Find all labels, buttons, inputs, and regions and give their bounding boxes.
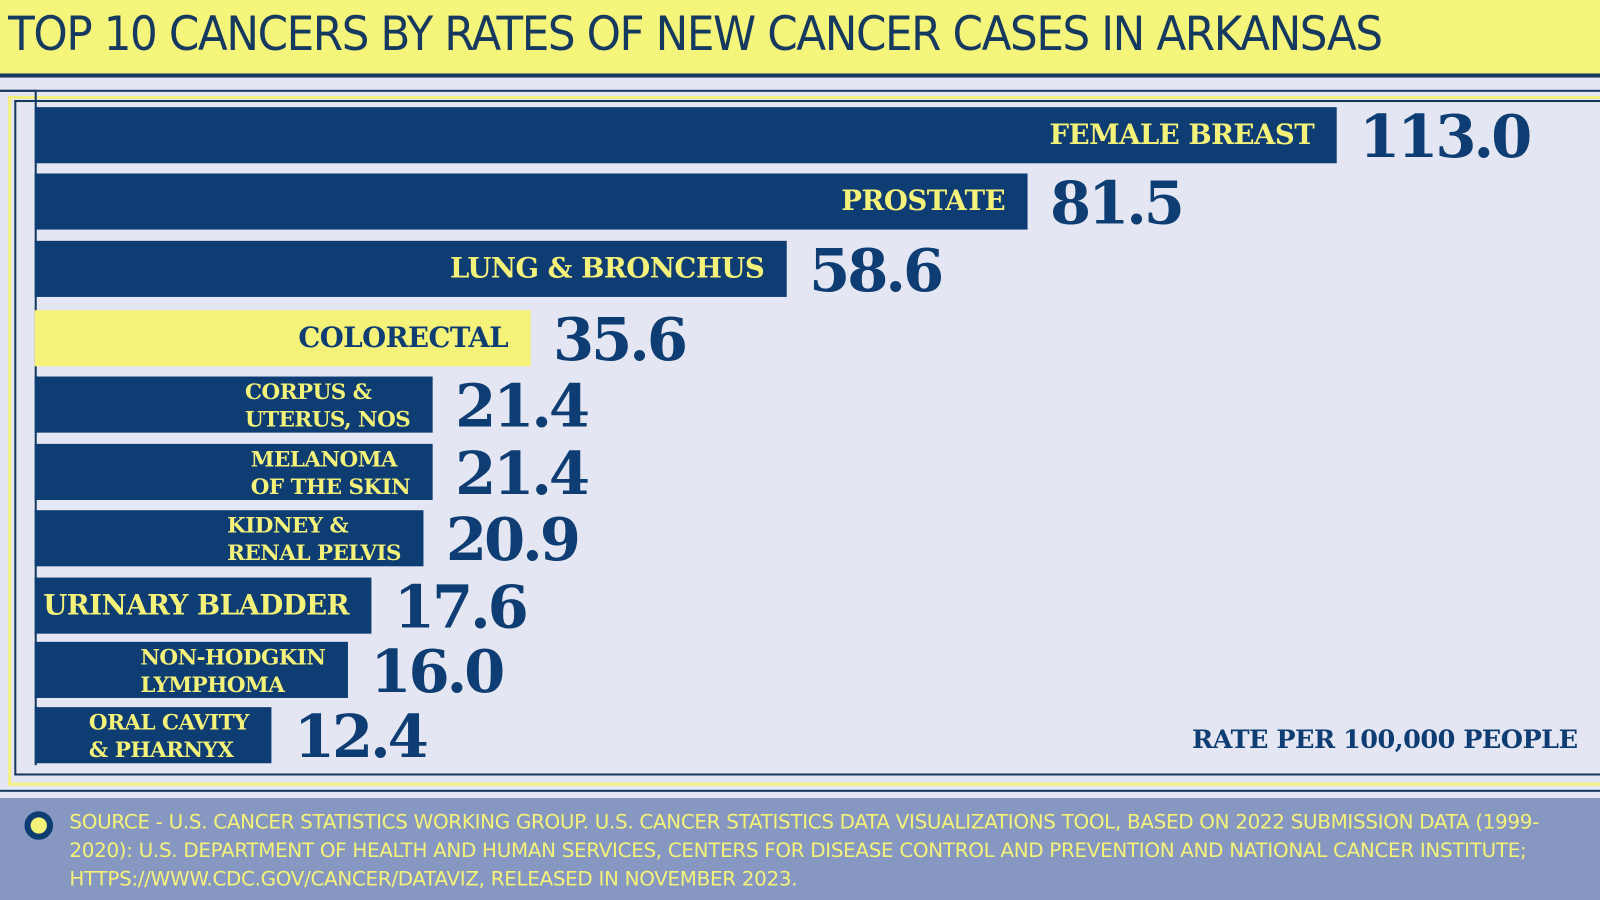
bar-label: NON-HODGKIN LYMPHOMA (140, 643, 326, 697)
chart-title: TOP 10 CANCERS BY RATES OF NEW CANCER CA… (8, 6, 1383, 62)
source-text: SOURCE - U.S. CANCER STATISTICS WORKING … (69, 810, 1539, 891)
value-label: 17.6 (393, 572, 529, 642)
value-label: 20.9 (445, 505, 581, 575)
source-footer: SOURCE - U.S. CANCER STATISTICS WORKING … (0, 797, 1600, 900)
title-band: TOP 10 CANCERS BY RATES OF NEW CANCER CA… (0, 0, 1600, 78)
value-label: 113.0 (1359, 102, 1532, 172)
bar-label: KIDNEY & RENAL PELVIS (227, 511, 402, 565)
value-label: 81.5 (1049, 168, 1185, 238)
value-label: 35.6 (553, 305, 688, 375)
frame-inner (14, 99, 1600, 776)
bar-label: MELANOMA OF THE SKIN (250, 445, 411, 499)
bar: COLORECTAL (34, 310, 531, 367)
frame-outer (0, 89, 1600, 792)
bar: LUNG & BRONCHUS (34, 240, 787, 297)
bar: PROSTATE (34, 173, 1028, 230)
bullet-icon (24, 811, 54, 840)
unit-label: RATE PER 100,000 PEOPLE (1191, 724, 1578, 755)
bar: URINARY BLADDER (34, 577, 372, 634)
frame-innermost (0, 89, 37, 766)
value-label: 16.0 (370, 636, 505, 707)
bar: CORPUS & UTERUS, NOS (34, 376, 433, 433)
bar: NON-HODGKIN LYMPHOMA (34, 641, 348, 698)
bar: FEMALE BREAST (34, 107, 1337, 164)
bar: MELANOMA OF THE SKIN (34, 443, 433, 500)
value-label: 58.6 (809, 235, 944, 306)
value-label: 21.4 (455, 371, 590, 441)
bar-label: LUNG & BRONCHUS (450, 253, 765, 285)
value-label: 21.4 (455, 438, 590, 509)
frame-yellow (8, 95, 1600, 786)
bar-label: ORAL CAVITY & PHARNYX (88, 708, 250, 762)
bar: KIDNEY & RENAL PELVIS (34, 510, 424, 567)
bar-label: URINARY BLADDER (43, 589, 349, 622)
bar-label: COLORECTAL (298, 322, 509, 355)
bar-label: FEMALE BREAST (1049, 119, 1315, 152)
bar: ORAL CAVITY & PHARNYX (34, 707, 272, 764)
bar-label: PROSTATE (841, 185, 1006, 218)
bar-label: CORPUS & UTERUS, NOS (244, 378, 411, 432)
value-label: 12.4 (293, 702, 429, 772)
